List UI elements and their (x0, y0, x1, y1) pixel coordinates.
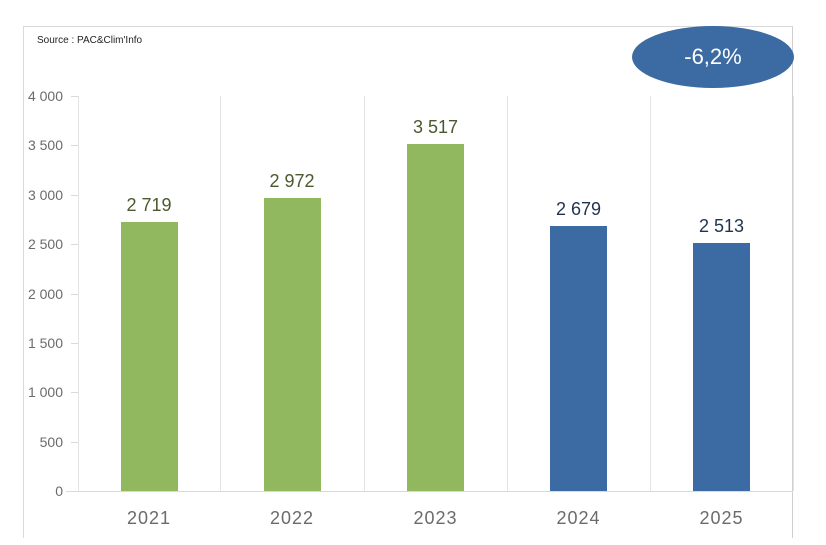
y-tick-label: 1 000 (27, 384, 63, 401)
bar-2024 (550, 226, 607, 491)
x-axis-line (66, 491, 793, 492)
y-tick-mark (71, 293, 78, 295)
y-tick-mark (71, 342, 78, 344)
category-separator (364, 96, 365, 491)
y-tick-label: 2 500 (27, 236, 63, 253)
x-tick-label: 2022 (269, 508, 315, 528)
bar-value-label: 2 679 (555, 199, 602, 220)
category-separator (78, 96, 79, 491)
change-badge: -6,2% (632, 26, 794, 88)
y-tick-mark (71, 244, 78, 246)
x-tick-label: 2025 (699, 508, 744, 528)
y-tick-label: 4 000 (27, 88, 63, 104)
bar-2025 (693, 242, 750, 491)
bar-value-label: 3 517 (412, 116, 459, 137)
bar-value-label: 2 972 (269, 170, 315, 191)
source-note: Source : PAC&Clim'Info (37, 35, 143, 46)
y-tick-label: 0 (55, 483, 63, 499)
bar-value-label: 2 719 (126, 195, 172, 216)
y-tick-mark (71, 441, 78, 443)
y-tick-label: 1 500 (27, 334, 63, 351)
bar-2022 (263, 197, 321, 491)
y-tick-label: 500 (39, 433, 63, 450)
y-tick-mark (71, 145, 78, 147)
chart-frame (23, 26, 793, 538)
change-badge-text: -6,2% (684, 44, 742, 69)
y-tick-label: 3 500 (27, 137, 63, 154)
x-tick-label: 2021 (126, 508, 172, 528)
x-tick-label: 2024 (556, 508, 601, 528)
x-tick-label: 2023 (413, 508, 458, 528)
bar-2023 (407, 143, 464, 491)
y-tick-label: 3 000 (27, 186, 63, 203)
y-tick-mark (71, 194, 78, 196)
category-separator (650, 96, 651, 491)
category-separator (793, 96, 794, 491)
bar-value-label: 2 513 (698, 215, 745, 236)
category-separator (507, 96, 508, 491)
bar-2021 (120, 222, 178, 491)
y-tick-mark (71, 392, 78, 394)
category-separator (220, 96, 221, 491)
y-tick-mark (71, 96, 78, 97)
y-tick-label: 2 000 (27, 285, 63, 302)
